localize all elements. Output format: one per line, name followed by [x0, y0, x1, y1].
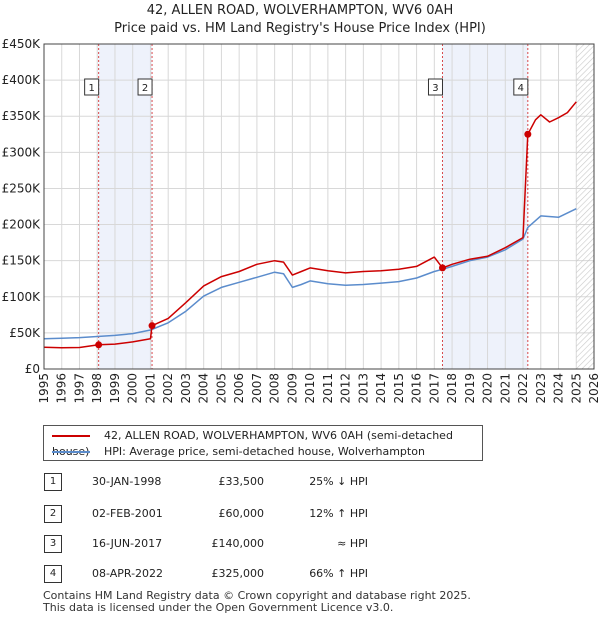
x-tick-label: 2000: [126, 373, 140, 404]
x-tick-label: 2004: [197, 373, 211, 404]
sale-marker-label: 3: [432, 83, 438, 94]
sale-date: 16-JUN-2017: [92, 537, 163, 550]
x-tick-label: 2013: [356, 373, 370, 404]
x-tick-label: 2008: [268, 373, 282, 404]
x-tick-label: 2007: [250, 373, 264, 404]
legend-label-hpi: HPI: Average price, semi-detached house,…: [104, 445, 425, 458]
y-tick-label: £150K: [2, 254, 42, 268]
x-tick-label: 2012: [339, 373, 353, 404]
y-tick-label: £200K: [2, 218, 42, 232]
sale-row: 4 08-APR-2022 £325,000 66% ↑ HPI: [40, 564, 440, 584]
legend: 42, ALLEN ROAD, WOLVERHAMPTON, WV6 0AH (…: [43, 425, 483, 461]
x-tick-label: 2002: [161, 373, 175, 404]
x-tick-label: 1999: [108, 373, 122, 404]
x-tick-label: 2023: [534, 373, 548, 404]
x-tick-label: 2010: [303, 373, 317, 404]
x-tick-label: 2018: [445, 373, 459, 404]
sale-point: [438, 264, 446, 272]
sale-row: 2 02-FEB-2001 £60,000 12% ↑ HPI: [40, 504, 440, 524]
x-tick-label: 1995: [37, 373, 51, 404]
sale-marker-label: 1: [88, 83, 94, 94]
sale-date: 08-APR-2022: [92, 567, 164, 580]
plot-frame: [43, 43, 595, 370]
x-tick-label: 2022: [516, 373, 530, 404]
ownership-shade: [442, 44, 528, 369]
sale-marker-label: 2: [142, 83, 148, 94]
x-tick-label: 2024: [552, 373, 566, 404]
sale-badge: 3: [44, 535, 62, 553]
y-tick-label: £100K: [2, 290, 42, 304]
footer-copyright: Contains HM Land Registry data © Crown c…: [43, 589, 471, 602]
sale-date: 02-FEB-2001: [92, 507, 163, 520]
y-tick-label: £50K: [9, 326, 41, 340]
x-tick-label: 2025: [569, 373, 583, 404]
chart-title: 42, ALLEN ROAD, WOLVERHAMPTON, WV6 0AH P…: [0, 2, 600, 38]
x-tick-label: 2009: [285, 373, 299, 404]
sale-marker-box: [427, 78, 443, 96]
x-tick-label: 2019: [463, 373, 477, 404]
footer: Contains HM Land Registry data © Crown c…: [43, 590, 471, 614]
x-tick-label: 2026: [587, 373, 600, 404]
y-tick-label: £300K: [2, 145, 42, 159]
legend-swatch-price-paid: [52, 435, 90, 437]
chart-title-text: 42, ALLEN ROAD, WOLVERHAMPTON, WV6 0AH: [146, 3, 454, 18]
sale-hpi-comparison: ≈ HPI: [337, 537, 368, 550]
series-line: [43, 208, 577, 340]
x-tick-label: 2020: [481, 373, 495, 404]
x-tick-label: 1996: [55, 373, 69, 404]
x-tick-label: 2015: [392, 373, 406, 404]
x-tick-label: 2021: [498, 373, 512, 404]
x-tick-label: 2017: [427, 373, 441, 404]
sale-marker-box: [84, 78, 100, 96]
sale-price: £140,000: [211, 537, 265, 550]
footer-licence: This data is licensed under the Open Gov…: [43, 601, 394, 614]
x-tick-label: 2016: [410, 373, 424, 404]
x-tick-label: 1997: [72, 373, 86, 404]
sale-badge: 1: [44, 473, 62, 491]
legend-swatch-hpi: [52, 451, 90, 453]
sale-point: [95, 341, 103, 349]
y-tick-label: £0: [25, 362, 40, 376]
x-tick-label: 2006: [232, 373, 246, 404]
sale-price: £60,000: [218, 507, 265, 520]
ownership-shade: [98, 44, 153, 369]
legend-item-hpi: HPI: Average price, semi-detached house,…: [52, 444, 425, 460]
y-tick-label: £450K: [2, 37, 42, 51]
sale-price: £33,500: [218, 475, 265, 488]
sale-date: 30-JAN-1998: [92, 475, 162, 488]
sale-marker-label: 4: [518, 83, 524, 94]
legend-item-price-paid: 42, ALLEN ROAD, WOLVERHAMPTON, WV6 0AH (…: [52, 428, 482, 458]
x-tick-label: 1998: [90, 373, 104, 404]
x-tick-label: 2014: [374, 373, 388, 404]
forecast-hatch: [576, 44, 594, 369]
sale-point: [148, 322, 156, 330]
y-tick-label: £350K: [2, 109, 42, 123]
x-tick-label: 2005: [214, 373, 228, 404]
y-tick-label: £400K: [2, 73, 42, 87]
sale-hpi-comparison: 66% ↑ HPI: [309, 567, 368, 580]
sale-marker-box: [137, 78, 153, 96]
x-tick-label: 2001: [143, 373, 157, 404]
sale-row: 3 16-JUN-2017 £140,000 ≈ HPI: [40, 534, 440, 554]
sale-point: [524, 130, 532, 138]
chart-subtitle-text: Price paid vs. HM Land Registry's House …: [114, 21, 486, 36]
x-tick-label: 2003: [179, 373, 193, 404]
sale-hpi-comparison: 12% ↑ HPI: [309, 507, 368, 520]
sale-price: £325,000: [211, 567, 265, 580]
x-tick-label: 2011: [321, 373, 335, 404]
sale-badge: 4: [44, 565, 62, 583]
sale-hpi-comparison: 25% ↓ HPI: [309, 475, 368, 488]
sale-marker-box: [513, 78, 529, 96]
sale-badge: 2: [44, 505, 62, 523]
series-line: [43, 101, 577, 349]
sale-row: 1 30-JAN-1998 £33,500 25% ↓ HPI: [40, 472, 440, 492]
y-tick-label: £250K: [2, 181, 42, 195]
